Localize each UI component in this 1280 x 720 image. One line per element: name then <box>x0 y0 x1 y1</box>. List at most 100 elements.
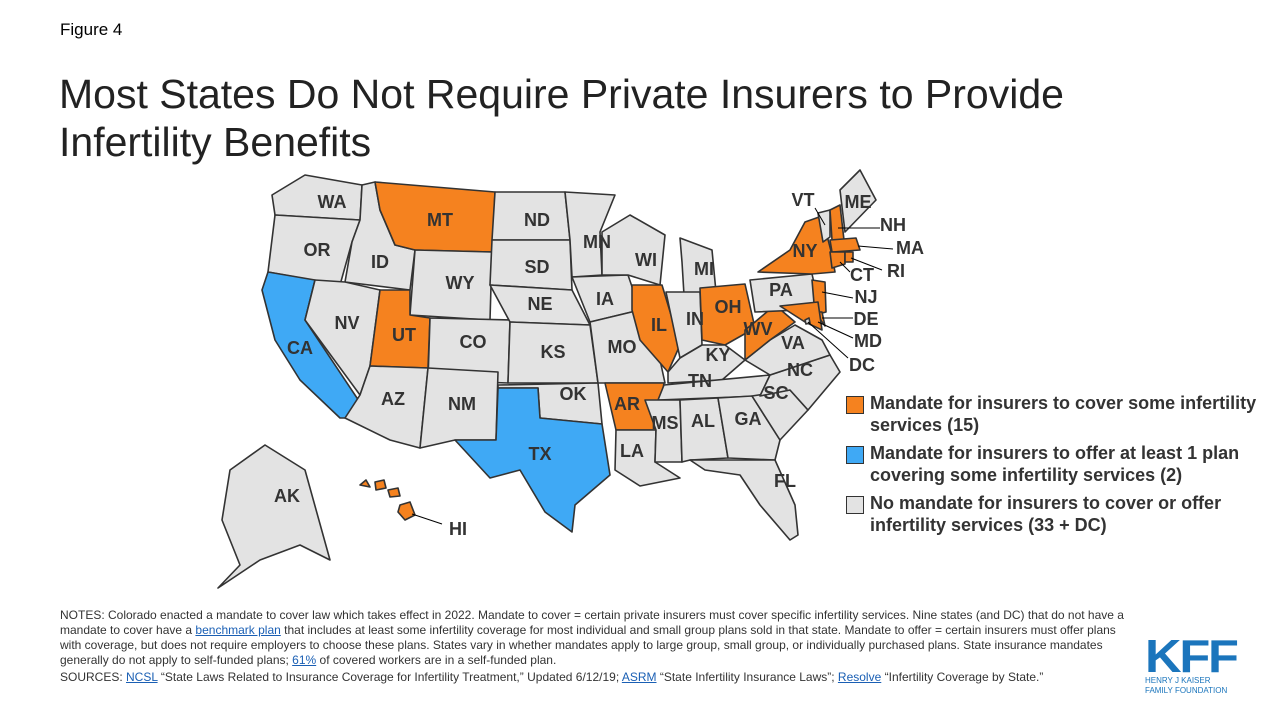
state-label-or: OR <box>304 240 331 260</box>
state-label-in: IN <box>686 309 704 329</box>
state-label-mn: MN <box>583 232 611 252</box>
state-label-dc: DC <box>849 355 875 375</box>
state-ga <box>717 395 781 461</box>
state-shape <box>667 344 746 384</box>
state-label-wa: WA <box>318 192 347 212</box>
asrm-link[interactable]: ASRM <box>621 670 657 684</box>
state-ak <box>217 444 331 589</box>
state-shape <box>359 479 371 488</box>
state-label-ky: KY <box>705 345 730 365</box>
state-shape <box>717 395 781 461</box>
state-label-ak: AK <box>274 486 300 506</box>
state-label-wv: WV <box>744 319 773 339</box>
state-tx <box>454 387 611 533</box>
state-fl <box>689 459 799 541</box>
notes-part: that includes at least some infertility … <box>60 623 1116 667</box>
state-shape <box>829 251 846 269</box>
state-ky <box>667 344 746 384</box>
sources-part: “State Infertility Insurance Laws”; <box>656 670 838 684</box>
state-label-ks: KS <box>540 342 565 362</box>
state-label-me: ME <box>845 192 872 212</box>
state-label-ne: NE <box>527 294 552 314</box>
notes-part: NOTES: Colorado enacted a mandate to cov… <box>60 608 1124 637</box>
state-label-co: CO <box>460 332 487 352</box>
sources-part: “Infertility Coverage by State.” <box>881 670 1044 684</box>
state-label-wi: WI <box>635 250 657 270</box>
state-md <box>779 301 823 331</box>
state-ri <box>844 251 854 263</box>
legend-item-cover: Mandate for insurers to cover some infer… <box>846 392 1266 436</box>
state-label-de: DE <box>853 309 878 329</box>
resolve-link[interactable]: Resolve <box>837 670 882 684</box>
state-label-mi: MI <box>694 259 714 279</box>
legend-item-none: No mandate for insurers to cover or offe… <box>846 492 1266 536</box>
state-label-ct: CT <box>850 265 874 285</box>
legend-swatch <box>846 496 864 514</box>
state-label-ca: CA <box>287 338 313 358</box>
state-ct <box>829 251 846 269</box>
logo-mark: KFF <box>1145 630 1239 682</box>
state-shape <box>699 283 756 346</box>
state-label-ut: UT <box>392 325 416 345</box>
state-or <box>267 214 361 286</box>
state-shape <box>454 387 611 533</box>
state-label-ia: IA <box>596 289 614 309</box>
leader-line <box>857 245 894 250</box>
state-label-tn: TN <box>688 371 712 391</box>
state-label-tx: TX <box>528 444 551 464</box>
page-title: Most States Do Not Require Private Insur… <box>59 71 1064 165</box>
state-label-nd: ND <box>524 210 550 230</box>
state-label-nv: NV <box>334 313 359 333</box>
logo-line: HENRY J KAISER <box>1145 676 1211 685</box>
state-label-la: LA <box>620 441 644 461</box>
legend-label: Mandate for insurers to offer at least 1… <box>870 443 1240 485</box>
notes: NOTES: Colorado enacted a mandate to cov… <box>60 608 1135 685</box>
logo-line: FAMILY FOUNDATION <box>1145 686 1228 695</box>
state-label-ma: MA <box>896 238 924 258</box>
benchmark-plan-link[interactable]: benchmark plan <box>195 623 281 637</box>
state-label-al: AL <box>691 411 715 431</box>
legend-swatch <box>846 446 864 464</box>
state-shape <box>374 479 387 491</box>
state-wv <box>744 304 796 361</box>
state-shape <box>267 214 361 286</box>
state-label-ar: AR <box>614 394 640 414</box>
state-oh <box>699 283 756 346</box>
state-shape <box>829 237 861 253</box>
state-hi <box>359 479 416 521</box>
figure-label: Figure 4 <box>60 20 123 39</box>
state-shape <box>689 459 799 541</box>
state-label-ok: OK <box>560 384 587 404</box>
legend: Mandate for insurers to cover some infer… <box>846 392 1266 542</box>
state-label-id: ID <box>371 252 389 272</box>
self-funded-link[interactable]: 61% <box>292 653 317 667</box>
state-shape <box>679 397 729 463</box>
state-label-ri: RI <box>887 261 905 281</box>
ncsl-link[interactable]: NCSL <box>126 670 158 684</box>
state-shape <box>779 301 823 331</box>
state-al <box>679 397 729 463</box>
state-label-va: VA <box>781 333 805 353</box>
state-label-nj: NJ <box>854 287 877 307</box>
state-label-az: AZ <box>381 389 405 409</box>
state-label-md: MD <box>854 331 882 351</box>
state-label-hi: HI <box>449 519 467 539</box>
notes-part: of covered workers are in a self-funded … <box>316 653 557 667</box>
notes-text: NOTES: Colorado enacted a mandate to cov… <box>60 608 1135 668</box>
legend-item-offer: Mandate for insurers to offer at least 1… <box>846 442 1266 486</box>
state-label-vt: VT <box>791 190 814 210</box>
state-me <box>839 169 877 233</box>
legend-label: No mandate for insurers to cover or offe… <box>870 493 1222 535</box>
state-shape <box>217 444 331 589</box>
state-shape <box>839 169 877 233</box>
leader-line <box>850 257 883 271</box>
legend-label: Mandate for insurers to cover some infer… <box>870 393 1257 435</box>
kff-logo: KFF HENRY J KAISER FAMILY FOUNDATION <box>1145 633 1239 696</box>
leader-line <box>814 207 826 226</box>
state-label-nm: NM <box>448 394 476 414</box>
state-label-ga: GA <box>735 409 762 429</box>
state-shape <box>644 399 683 463</box>
leader-line <box>807 321 849 359</box>
